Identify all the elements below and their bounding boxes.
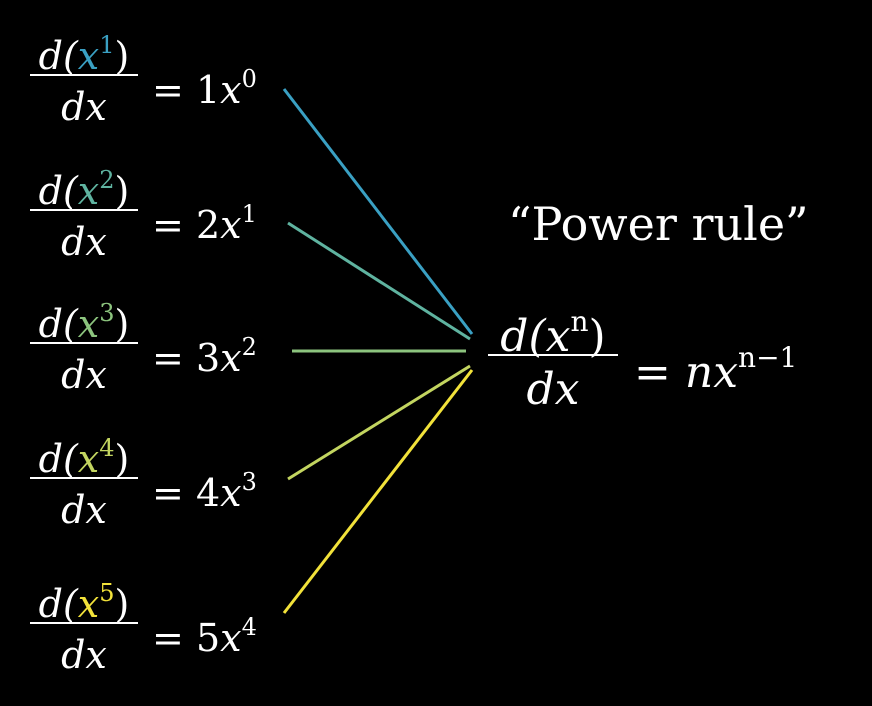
equation-rhs: = 4x3 [152,459,257,516]
close-paren: ) [114,169,130,213]
equation-5: d(x5) dx = 5x4 [28,570,298,682]
fraction-denominator: dx [61,85,107,129]
equation-4: d(x4) dx = 4x3 [28,425,298,537]
derivative-fraction: d(x3) dx [28,290,140,398]
connector-line-2 [287,221,471,341]
equals-sign: = [152,616,184,660]
equation-rhs: = 1x0 [152,56,257,113]
d-open: d( [38,437,78,481]
power-rule-title: “Power rule” [508,197,809,251]
equation-rhs: = 2x1 [152,191,257,248]
close-paren: ) [588,311,606,362]
rhs-exponent: 2 [241,333,257,361]
d-open: d( [38,302,78,346]
rhs-exponent: 1 [241,200,257,228]
fraction-bar [30,477,138,479]
derivative-fraction: d(xn) dx [486,296,620,416]
rhs-exponent: 4 [241,613,257,641]
fraction-numerator: d(x4) [28,425,140,481]
rhs-base-x: x [713,347,739,398]
power-term: x4 [77,434,115,481]
equals-sign: = [152,336,184,380]
close-paren: ) [114,34,130,78]
equals-sign: = [152,68,184,112]
rhs-exponent: n−1 [738,341,798,374]
equation-2: d(x2) dx = 2x1 [28,157,298,269]
fraction-denominator: dx [61,220,107,264]
close-paren: ) [114,437,130,481]
rhs-base-x: x [220,203,242,247]
fraction-numerator: d(x1) [28,22,140,78]
coefficient: 3 [195,336,221,380]
exponent: 1 [99,31,115,59]
equation-rhs: = 3x2 [152,324,257,381]
fraction-bar [488,354,618,356]
derivative-fraction: d(x2) dx [28,157,140,265]
close-paren: ) [114,302,130,346]
power-term: x3 [77,299,115,346]
exponent: 4 [99,434,115,462]
base-x: x [77,582,100,626]
base-x: x [77,302,100,346]
fraction-numerator: d(xn) [486,296,620,362]
rhs-exponent: 3 [241,468,257,496]
fraction-numerator: d(x2) [28,157,140,213]
equation-rhs: = nxn−1 [634,332,797,399]
derivative-fraction: d(x4) dx [28,425,140,533]
fraction-bar [30,342,138,344]
d-open: d( [500,311,546,362]
fraction-denominator: dx [526,364,580,415]
connector-line-4 [287,364,471,481]
fraction-bar [30,209,138,211]
base-x: x [77,169,100,213]
power-term: x5 [77,579,115,626]
coefficient: 5 [195,616,221,660]
exponent-n: n [570,305,589,338]
fraction-denominator: dx [61,488,107,532]
fraction-bar [30,622,138,624]
rhs-base-x: x [220,336,242,380]
general-power-rule: d(xn) dx = nxn−1 [486,296,866,426]
exponent: 3 [99,299,115,327]
connector-line-1 [282,88,474,335]
fraction-denominator: dx [61,633,107,677]
equals-sign: = [152,203,184,247]
exponent: 2 [99,166,115,194]
power-term: x1 [77,31,115,78]
fraction-bar [30,74,138,76]
d-open: d( [38,582,78,626]
coefficient-n: n [684,347,714,398]
coefficient: 2 [195,203,221,247]
base-x: x [545,311,571,362]
coefficient: 4 [195,471,221,515]
base-x: x [77,437,100,481]
rhs-base-x: x [220,616,242,660]
power-term: x2 [77,166,115,213]
base-x: x [77,34,100,78]
close-paren: ) [114,582,130,626]
d-open: d( [38,34,78,78]
derivative-fraction: d(x5) dx [28,570,140,678]
fraction-numerator: d(x5) [28,570,140,626]
d-open: d( [38,169,78,213]
equation-1: d(x1) dx = 1x0 [28,22,298,134]
connector-line-5 [282,369,474,614]
exponent: 5 [99,579,115,607]
coefficient: 1 [195,68,221,112]
equation-rhs: = 5x4 [152,604,257,661]
rhs-base-x: x [220,68,242,112]
equals-sign: = [634,347,671,398]
fraction-denominator: dx [61,353,107,397]
rhs-base-x: x [220,471,242,515]
derivative-fraction: d(x1) dx [28,22,140,130]
equals-sign: = [152,471,184,515]
rhs-exponent: 0 [241,65,257,93]
fraction-numerator: d(x3) [28,290,140,346]
equation-3: d(x3) dx = 3x2 [28,290,298,402]
